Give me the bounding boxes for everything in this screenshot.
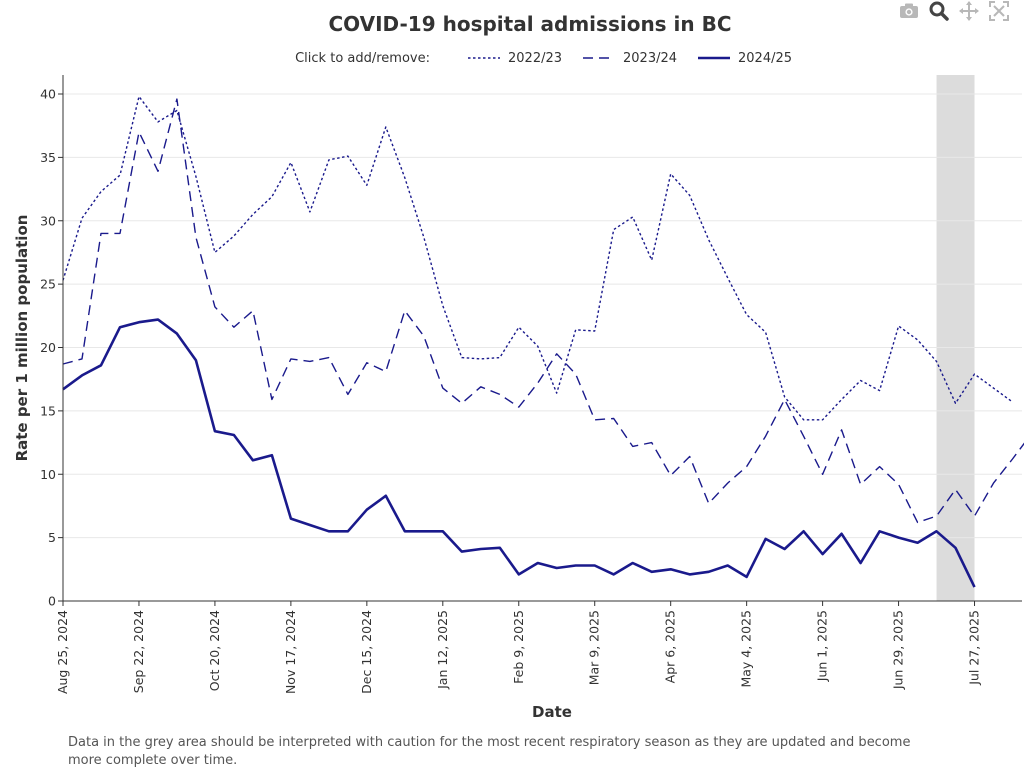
autoscale-icon[interactable] bbox=[988, 0, 1010, 22]
x-tick-label: Aug 25, 2024 bbox=[55, 610, 70, 694]
x-tick-label: Jun 1, 2025 bbox=[815, 610, 830, 682]
y-tick-label: 0 bbox=[48, 594, 56, 609]
pan-icon[interactable] bbox=[958, 0, 980, 22]
legend-label: 2023/24 bbox=[623, 51, 677, 66]
legend-label: 2024/25 bbox=[738, 51, 792, 66]
series-lines bbox=[62, 95, 1024, 588]
plot-area: 0 5 10 15 20 25 30 35 40 Aug 25, 2024 Sep 22, 202… bbox=[40, 75, 1024, 694]
legend-prompt: Click to add/remove: bbox=[295, 51, 430, 66]
y-tick-label: 30 bbox=[40, 213, 56, 228]
legend-item-2023-24[interactable]: 2023/24 bbox=[583, 51, 677, 66]
series-line-2024-25 bbox=[62, 318, 976, 588]
y-axis-title: Rate per 1 million population bbox=[13, 215, 31, 462]
series-line-2023-24 bbox=[62, 98, 1024, 524]
y-tick-label: 40 bbox=[40, 87, 56, 102]
x-tick-label: Dec 15, 2024 bbox=[359, 610, 374, 694]
legend-item-2024-25[interactable]: 2024/25 bbox=[698, 51, 792, 66]
x-tick-label: Jul 27, 2025 bbox=[967, 610, 982, 686]
x-tick-label: Feb 9, 2025 bbox=[511, 610, 526, 684]
y-tick-label: 10 bbox=[40, 467, 56, 482]
x-tick-label: Sep 22, 2024 bbox=[131, 610, 146, 693]
series-line-2022-23 bbox=[62, 95, 1013, 421]
x-tick-label: Nov 17, 2024 bbox=[283, 610, 298, 694]
y-tick-label: 15 bbox=[40, 403, 56, 418]
x-tick-label: Jun 29, 2025 bbox=[891, 610, 906, 690]
camera-icon[interactable] bbox=[898, 0, 920, 22]
legend-label: 2022/23 bbox=[508, 51, 562, 66]
x-axis-ticks: Aug 25, 2024 Sep 22, 2024 Oct 20, 2024 Nov … bbox=[55, 601, 982, 694]
y-tick-label: 20 bbox=[40, 340, 56, 355]
x-tick-label: May 4, 2025 bbox=[739, 610, 754, 688]
footnote: Data in the grey area should be interpre… bbox=[68, 735, 911, 768]
chart-title: COVID-19 hospital admissions in BC bbox=[328, 12, 731, 36]
x-tick-label: Oct 20, 2024 bbox=[207, 610, 222, 691]
x-tick-label: Jan 12, 2025 bbox=[435, 610, 450, 690]
y-tick-label: 25 bbox=[40, 277, 56, 292]
legend: Click to add/remove: 2022/23 2023/24 2024/… bbox=[295, 51, 792, 66]
x-tick-label: Mar 9, 2025 bbox=[587, 610, 602, 685]
caution-band bbox=[936, 75, 975, 601]
legend-item-2022-23[interactable]: 2022/23 bbox=[468, 51, 562, 66]
x-tick-label: Apr 6, 2025 bbox=[663, 610, 678, 683]
gridlines bbox=[63, 93, 1022, 539]
y-tick-label: 35 bbox=[40, 150, 56, 165]
zoom-icon[interactable] bbox=[928, 0, 950, 22]
y-axis-ticks: 0 5 10 15 20 25 30 35 40 bbox=[40, 87, 63, 609]
x-axis-title: Date bbox=[532, 703, 572, 721]
y-tick-label: 5 bbox=[48, 530, 56, 545]
modebar bbox=[898, 0, 1010, 22]
